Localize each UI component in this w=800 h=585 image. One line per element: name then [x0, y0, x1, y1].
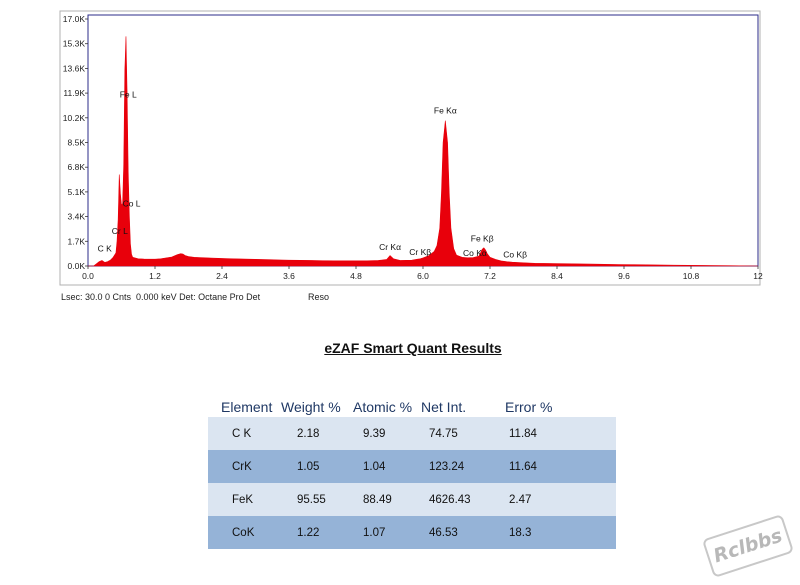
- table-row: CrK 1.05 1.04 123.24 11.64: [208, 450, 616, 483]
- table-row: C K 2.18 9.39 74.75 11.84: [208, 417, 616, 450]
- peak-label: Cr L: [112, 226, 128, 236]
- acquisition-info: Lsec: 30.0 0 Cnts 0.000 keV Det: Octane …: [61, 292, 261, 302]
- y-axis-ticks: 0.0K 1.7K 3.4K 5.1K 6.8K 8.5K 10.2K 11.9K 13.6K 1…: [63, 14, 88, 271]
- x-tick-label: 4.8: [350, 271, 362, 281]
- cell-atomic: 1.07: [353, 516, 421, 549]
- quant-results-table: Element Weight % Atomic % Net Int. Error…: [208, 397, 616, 549]
- peak-labels: C K Cr L Co L Fe L Cr Kα Cr Kβ Fe Kα Co Kα Fe Kβ…: [98, 89, 527, 259]
- x-tick-label: 8.4: [551, 271, 563, 281]
- peak-label: Fe L: [120, 89, 137, 99]
- cell-weight: 2.18: [281, 417, 353, 450]
- peak-label: Fe Kα: [434, 105, 457, 115]
- y-tick-label: 0.0K: [68, 261, 86, 271]
- x-tick-label: 0.0: [82, 271, 94, 281]
- cell-error: 18.3: [493, 516, 616, 549]
- watermark-stamp: Rclbbs: [701, 514, 795, 578]
- x-tick-label: 12: [753, 271, 763, 281]
- cell-atomic: 88.49: [353, 483, 421, 516]
- peak-label: C K: [98, 243, 113, 253]
- cell-element: CrK: [208, 450, 281, 483]
- y-tick-label: 6.8K: [68, 162, 86, 172]
- peak-label: Co Kβ: [503, 249, 527, 259]
- y-tick-label: 11.9K: [63, 88, 85, 98]
- cell-atomic: 9.39: [353, 417, 421, 450]
- x-tick-label: 2.4: [216, 271, 228, 281]
- peak-label: Fe Kβ: [471, 233, 494, 243]
- cell-net-int: 4626.43: [421, 483, 493, 516]
- cell-weight: 95.55: [281, 483, 353, 516]
- x-tick-label: 10.8: [683, 271, 700, 281]
- cell-error: 11.64: [493, 450, 616, 483]
- cell-net-int: 123.24: [421, 450, 493, 483]
- peak-label: Co L: [123, 198, 141, 208]
- y-tick-label: 17.0K: [63, 14, 86, 24]
- cell-net-int: 46.53: [421, 516, 493, 549]
- table-header-row: Element Weight % Atomic % Net Int. Error…: [208, 397, 616, 417]
- cell-weight: 1.05: [281, 450, 353, 483]
- eds-spectrum-chart: C K Cr L Co L Fe L Cr Kα Cr Kβ Fe Kα Co Kα Fe Kβ…: [59, 10, 763, 286]
- x-tick-label: 1.2: [149, 271, 161, 281]
- peak-label: Cr Kα: [379, 242, 401, 252]
- x-tick-label: 6.0: [417, 271, 429, 281]
- cell-error: 11.84: [493, 417, 616, 450]
- header-atomic: Atomic %: [353, 397, 421, 417]
- y-tick-label: 8.5K: [68, 138, 86, 148]
- chart-frame: [59, 10, 761, 286]
- header-weight: Weight %: [281, 397, 353, 417]
- cell-weight: 1.22: [281, 516, 353, 549]
- y-tick-label: 3.4K: [68, 212, 86, 222]
- header-net-int: Net Int.: [421, 397, 493, 417]
- y-tick-label: 5.1K: [68, 187, 86, 197]
- y-tick-label: 13.6K: [63, 63, 86, 73]
- peak-label: Cr Kβ: [409, 247, 431, 257]
- cell-element: CoK: [208, 516, 281, 549]
- y-tick-label: 15.3K: [63, 39, 86, 49]
- header-element: Element: [208, 397, 281, 417]
- cell-net-int: 74.75: [421, 417, 493, 450]
- cell-element: FeK: [208, 483, 281, 516]
- y-tick-label: 10.2K: [63, 113, 86, 123]
- table-row: CoK 1.22 1.07 46.53 18.3: [208, 516, 616, 549]
- spectrum-series: [88, 36, 759, 267]
- cell-atomic: 1.04: [353, 450, 421, 483]
- x-tick-label: 7.2: [484, 271, 496, 281]
- cell-error: 2.47: [493, 483, 616, 516]
- spectrum-area: [88, 36, 759, 267]
- y-tick-label: 1.7K: [68, 236, 86, 246]
- cell-element: C K: [208, 417, 281, 450]
- x-axis-ticks: 0.0 1.2 2.4 3.6 4.8 6.0 7.2 8.4 9.6 10.8 12: [82, 266, 763, 281]
- x-tick-label: 9.6: [618, 271, 630, 281]
- results-title: eZAF Smart Quant Results: [324, 340, 502, 356]
- header-error: Error %: [493, 397, 616, 417]
- x-tick-label: 3.6: [283, 271, 295, 281]
- resolution-label: Reso: [308, 292, 330, 302]
- peak-label: Co Kα: [463, 248, 487, 258]
- table-row: FeK 95.55 88.49 4626.43 2.47: [208, 483, 616, 516]
